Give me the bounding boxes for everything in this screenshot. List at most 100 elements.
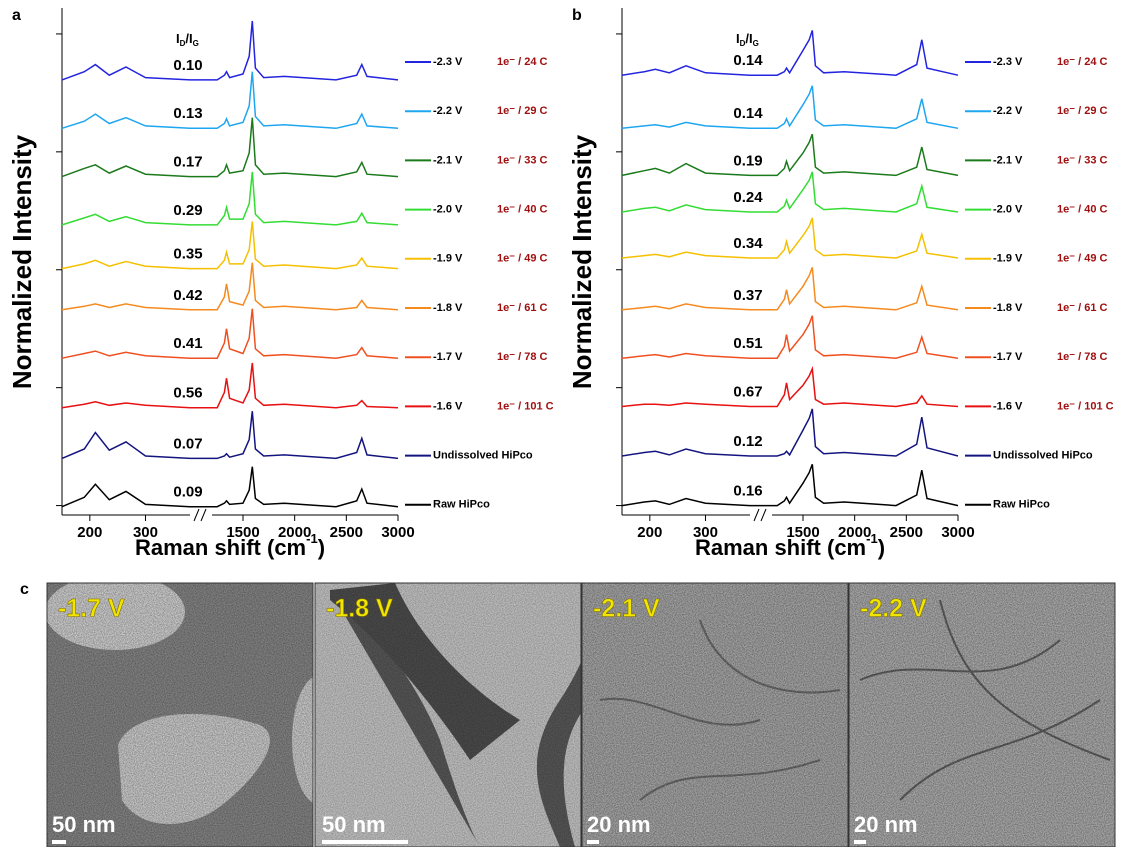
spectrum: [62, 363, 398, 408]
spectrum: [622, 316, 958, 359]
legend-label: Undissolved HiPco: [433, 450, 533, 462]
legend-label: Raw HiPco: [433, 499, 490, 511]
panel-label: a: [12, 7, 21, 24]
ratio-label: 0.17: [173, 154, 202, 171]
spectrum: [622, 86, 958, 129]
charge-label: 1e⁻ / 61 C: [1057, 302, 1108, 314]
y-axis-label: Normalized Intensity: [7, 134, 37, 389]
ratio-label: 0.35: [173, 246, 202, 263]
legend-label: -2.2 V: [433, 105, 463, 117]
x-axis-label-part: -1: [306, 531, 318, 546]
legend-label: -1.6 V: [433, 400, 463, 412]
charge-label: 1e⁻ / 101 C: [497, 400, 554, 412]
legend-label: Raw HiPco: [993, 499, 1050, 511]
spectrum: [62, 263, 398, 310]
legend-label: -2.1 V: [433, 154, 463, 166]
ratio-label: 0.56: [173, 385, 202, 402]
spectrum: [62, 309, 398, 359]
charge-label: 1e⁻ / 40 C: [497, 204, 548, 216]
charge-label: 1e⁻ / 61 C: [497, 302, 548, 314]
y-axis-label: Normalized Intensity: [567, 134, 597, 389]
ratio-label: 0.14: [733, 52, 763, 69]
ratio-label: 0.51: [733, 335, 762, 352]
ratio-label: 0.29: [173, 202, 202, 219]
charge-label: 1e⁻ / 33 C: [497, 154, 548, 166]
ratio-label: 0.41: [173, 335, 202, 352]
ratio-header-part: G: [193, 39, 199, 48]
spectrum: [62, 72, 398, 129]
spectrum: [622, 464, 958, 505]
charge-label: 1e⁻ / 33 C: [1057, 154, 1108, 166]
x-tick-label: 2500: [330, 524, 363, 541]
scale-label: 20 nm: [587, 812, 651, 837]
axis-break: [754, 509, 766, 521]
ratio-label: 0.19: [733, 152, 762, 169]
ratio-label: 0.42: [173, 287, 202, 304]
spectrum: [622, 218, 958, 258]
spectrum: [62, 467, 398, 507]
legend-label: -1.8 V: [993, 302, 1023, 314]
axis-break: [194, 509, 206, 521]
spectrum: [622, 409, 958, 456]
x-tick-label: 3000: [381, 524, 414, 541]
tem-voltage: -1.7 V: [58, 595, 125, 623]
ratio-header: ID/IG: [736, 31, 759, 48]
charge-label: 1e⁻ / 29 C: [1057, 105, 1108, 117]
ratio-label: 0.67: [733, 383, 762, 400]
charge-label: 1e⁻ / 40 C: [1057, 204, 1108, 216]
panel-label: c: [20, 581, 29, 598]
legend-label: -2.0 V: [993, 204, 1023, 216]
legend-label: -1.7 V: [993, 351, 1023, 363]
spectrum: [62, 21, 398, 80]
figure: c -1.7 V -1.8 V -2.1 V -2.2 V 50 nm 50 n…: [0, 0, 1130, 847]
spectrum: [622, 134, 958, 175]
legend-label: -1.9 V: [993, 253, 1023, 265]
charge-label: 1e⁻ / 24 C: [1057, 56, 1108, 68]
x-axis-label-part: -1: [866, 531, 878, 546]
ratio-label: 0.07: [173, 435, 202, 452]
spectrum: [622, 30, 958, 75]
legend-label: -2.3 V: [993, 56, 1023, 68]
x-axis-label-part: ): [318, 535, 325, 560]
x-tick-label: 200: [637, 524, 662, 541]
ratio-label: 0.10: [173, 57, 202, 74]
charge-label: 1e⁻ / 49 C: [1057, 253, 1108, 265]
legend-label: Undissolved HiPco: [993, 450, 1093, 462]
legend-label: -2.2 V: [993, 105, 1023, 117]
tem-voltage: -2.2 V: [860, 595, 927, 623]
legend-label: -2.0 V: [433, 204, 463, 216]
charge-label: 1e⁻ / 24 C: [497, 56, 548, 68]
spectrum: [622, 172, 958, 212]
charge-label: 1e⁻ / 101 C: [1057, 400, 1114, 412]
x-tick-label: 2500: [890, 524, 923, 541]
ratio-header-part: /I: [745, 31, 752, 46]
x-axis-label: Raman shift (cm-1): [695, 531, 885, 559]
scale-label: 20 nm: [854, 812, 918, 837]
x-axis-label-part: Raman shift (cm: [135, 535, 306, 560]
spectrum: [62, 411, 398, 458]
legend-label: -2.1 V: [993, 154, 1023, 166]
x-tick-label: 3000: [941, 524, 974, 541]
ratio-header-part: G: [753, 39, 759, 48]
legend-label: -2.3 V: [433, 56, 463, 68]
ratio-label: 0.12: [733, 433, 762, 450]
ratio-label: 0.09: [173, 484, 202, 501]
charge-label: 1e⁻ / 78 C: [1057, 351, 1108, 363]
x-tick-label: 200: [77, 524, 102, 541]
scale-label: 50 nm: [322, 812, 386, 837]
ratio-header-part: /I: [185, 31, 192, 46]
ratio-label: 0.14: [733, 105, 763, 122]
scale-label: 50 nm: [52, 812, 116, 837]
ratio-label: 0.37: [733, 287, 762, 304]
legend-label: -1.7 V: [433, 351, 463, 363]
spectrum: [622, 267, 958, 309]
charge-label: 1e⁻ / 29 C: [497, 105, 548, 117]
x-axis-label-part: ): [878, 535, 885, 560]
ratio-label: 0.24: [733, 189, 763, 206]
charge-label: 1e⁻ / 49 C: [497, 253, 548, 265]
ratio-header: ID/IG: [176, 31, 199, 48]
x-axis-label-part: Raman shift (cm: [695, 535, 866, 560]
panel-label: b: [572, 7, 582, 24]
x-axis-label: Raman shift (cm-1): [135, 531, 325, 559]
tem-voltage: -1.8 V: [326, 595, 393, 623]
